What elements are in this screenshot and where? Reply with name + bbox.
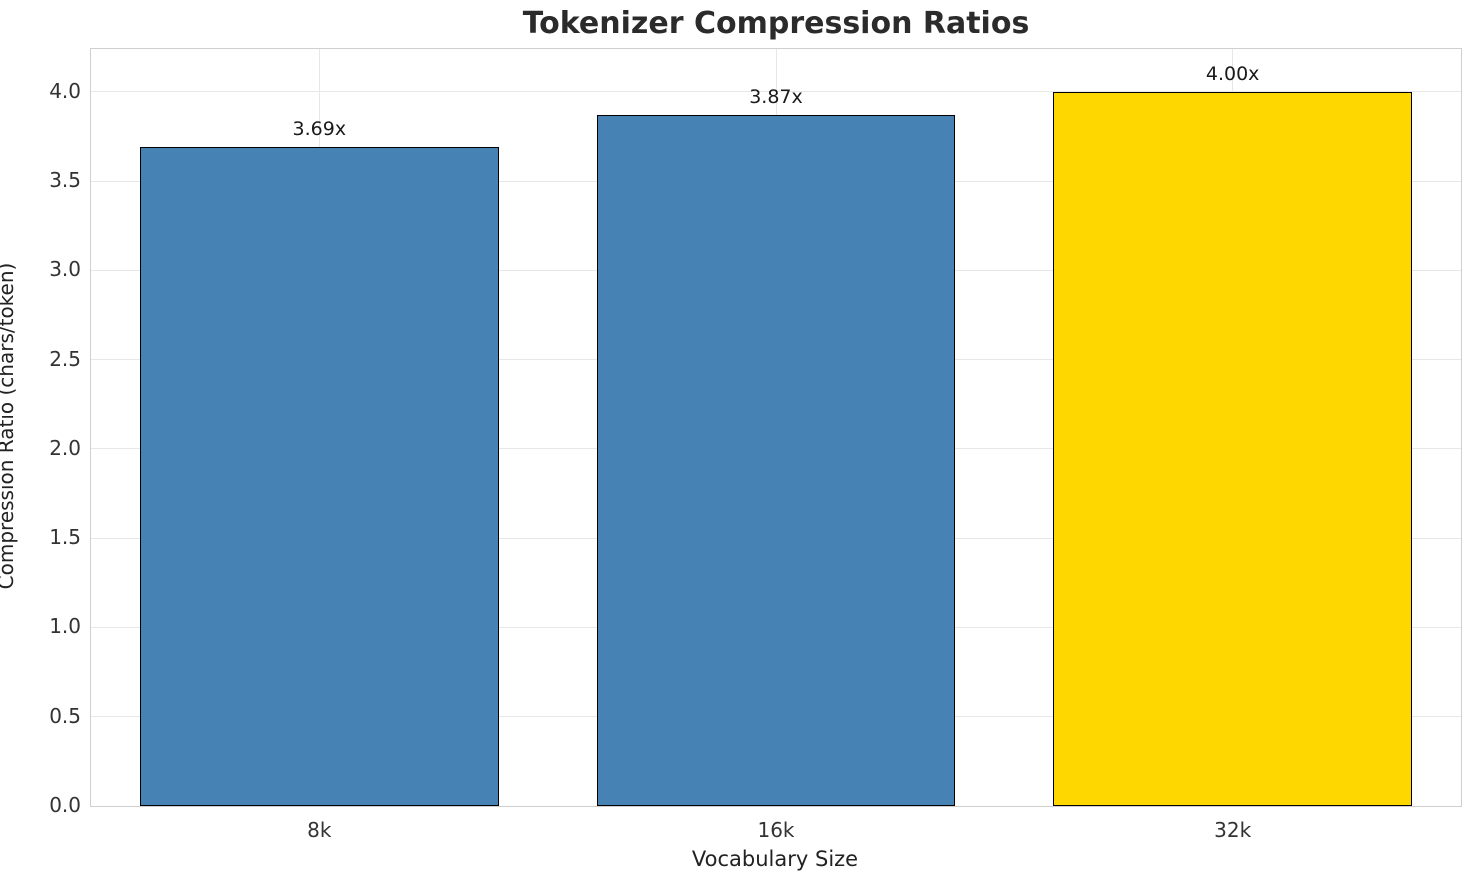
x-tick-label: 8k [307,818,332,842]
y-tick-label: 4.0 [49,78,81,103]
y-tick-label: 2.0 [49,435,81,460]
y-tick-label: 3.0 [49,257,81,282]
plot-area: 0.0 0.5 1.0 1.5 2.0 2.5 3.0 3.5 4.0 3.69x 8k 3.87x 1… [49,48,1462,842]
bar-32k [1053,91,1412,806]
x-tick-label: 16k [757,818,795,842]
x-tick-label: 32k [1214,818,1252,842]
x-axis-label: Vocabulary Size [691,847,859,871]
y-tick-label: 0.0 [49,793,81,817]
y-tick-label: 3.5 [49,168,81,193]
bar-value-label: 3.69x [292,118,347,141]
y-tick-label: 1.0 [49,614,81,639]
y-tick-label: 2.5 [49,346,81,371]
y-tick-label: 1.5 [49,525,81,550]
bar-value-label: 3.87x [749,86,803,109]
chart-title: Tokenizer Compression Ratios [522,6,1030,41]
bar-8k [140,147,499,806]
y-tick-label: 0.5 [49,703,81,728]
bar-value-label: 4.00x [1205,62,1260,85]
bar-16k [596,115,956,806]
